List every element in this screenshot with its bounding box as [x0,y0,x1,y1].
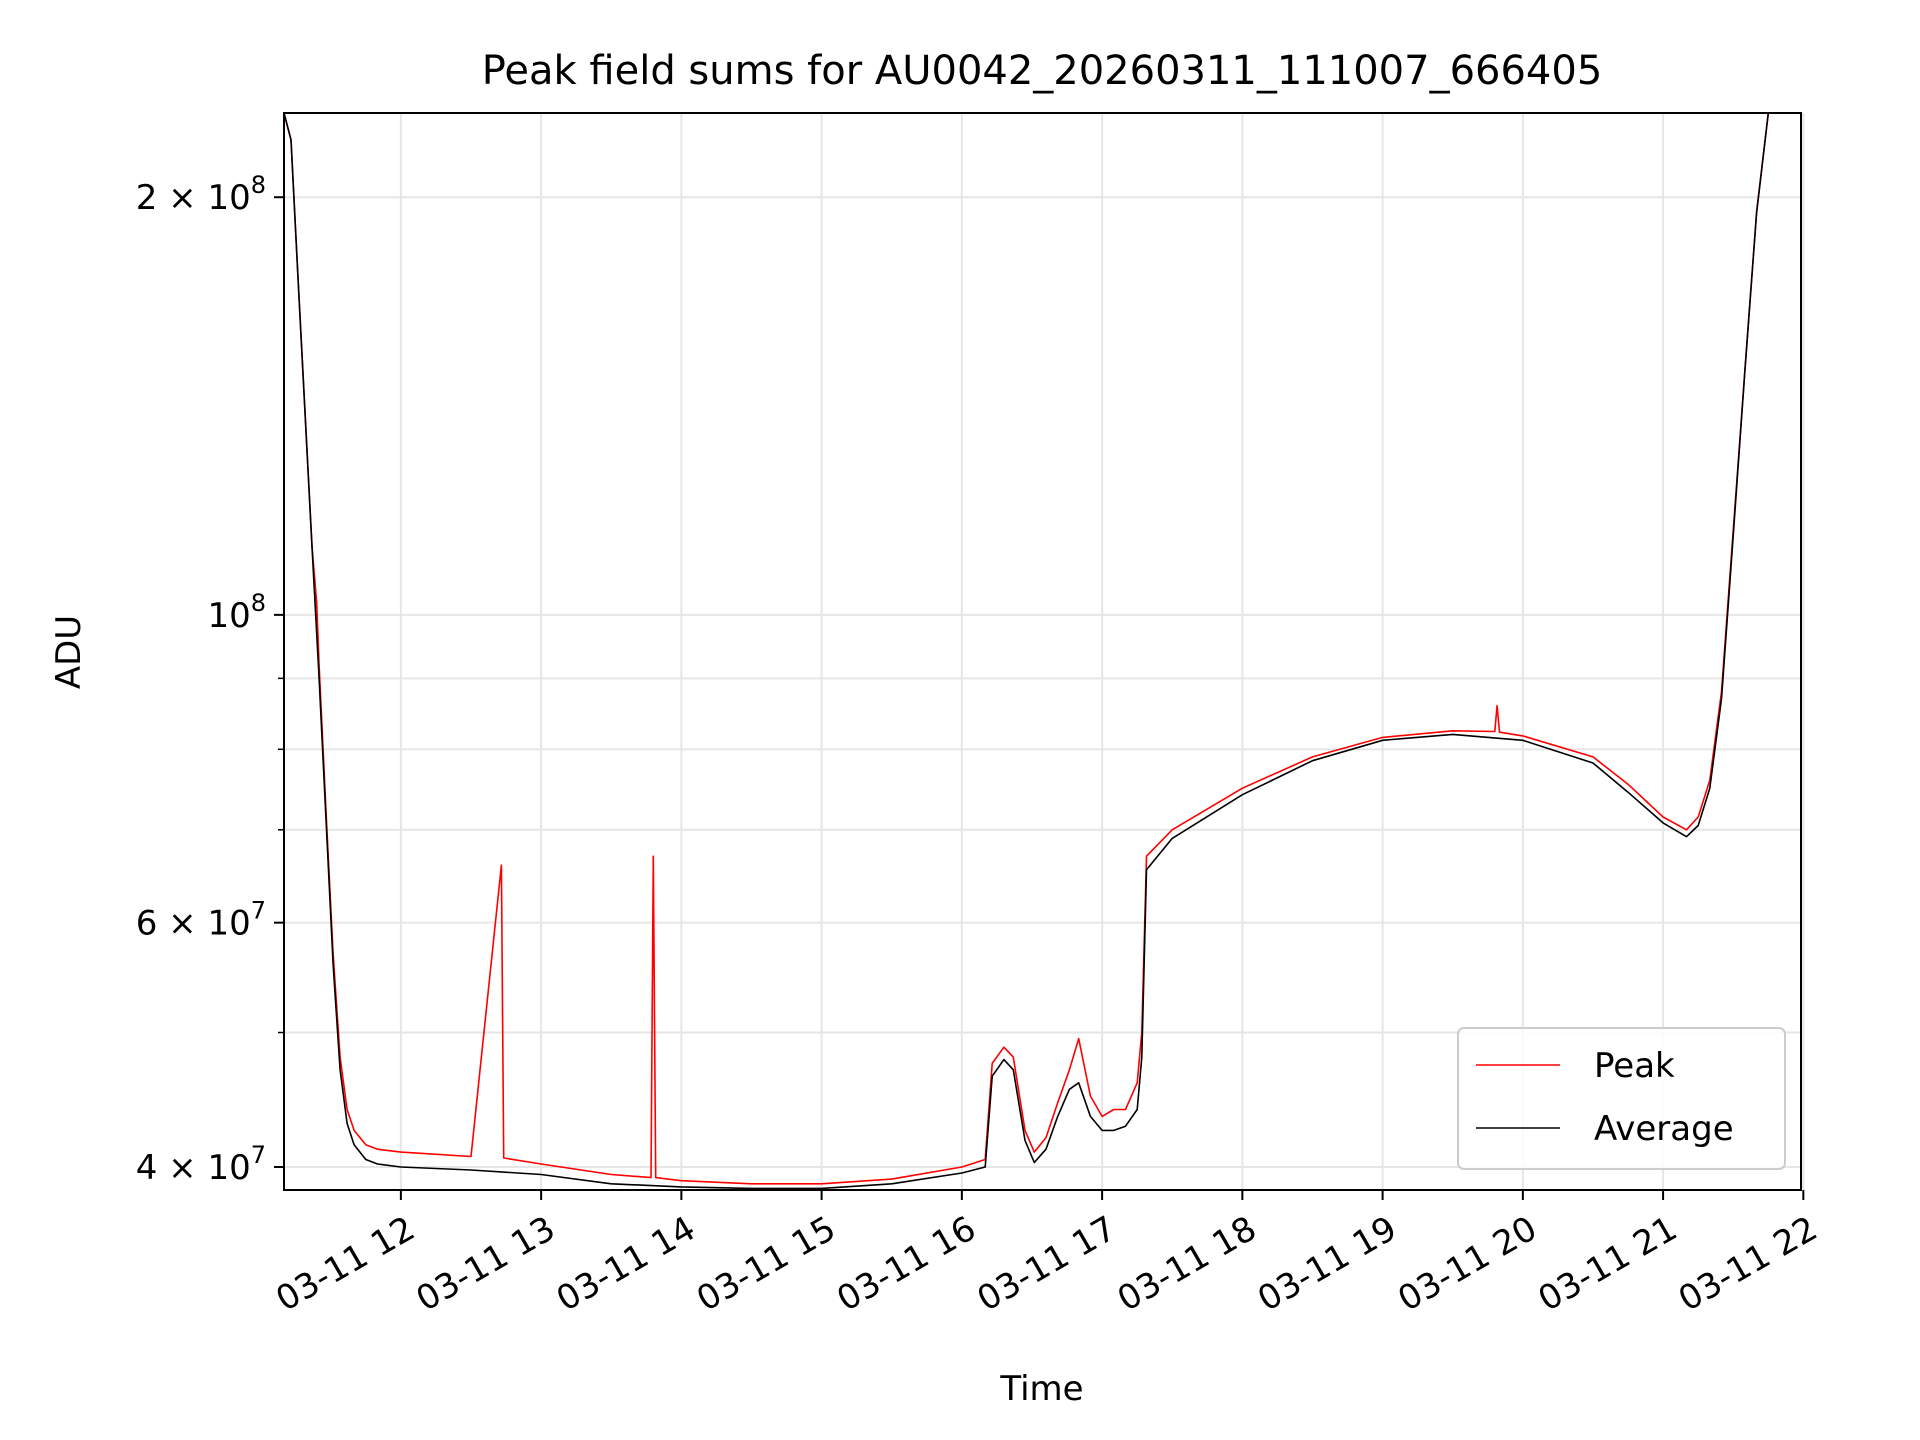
legend-box [1457,1027,1786,1170]
series-line-peak [284,113,1770,1185]
plot-frame [283,112,1802,1191]
y-tick-label: 6 × 107 [136,897,266,944]
legend-average-label: Average [1594,1109,1734,1149]
chart-title: Peak field sums for AU0042_20260311_1110… [482,48,1603,94]
grid [284,113,1805,1190]
legend: Peak Average [1457,1027,1786,1170]
y-tick-label: 4 × 107 [136,1141,266,1188]
y-axis: 4 × 107 6 × 107 108 2 × 108 [136,171,284,1188]
x-axis-label: Time [999,1369,1083,1409]
series-line-average [284,113,1770,1190]
plot-lines [284,113,1770,1190]
y-axis-label: ADU [49,615,89,689]
y-tick-label: 2 × 108 [136,171,266,218]
legend-peak-label: Peak [1594,1046,1675,1086]
y-tick-label: 108 [207,589,266,636]
